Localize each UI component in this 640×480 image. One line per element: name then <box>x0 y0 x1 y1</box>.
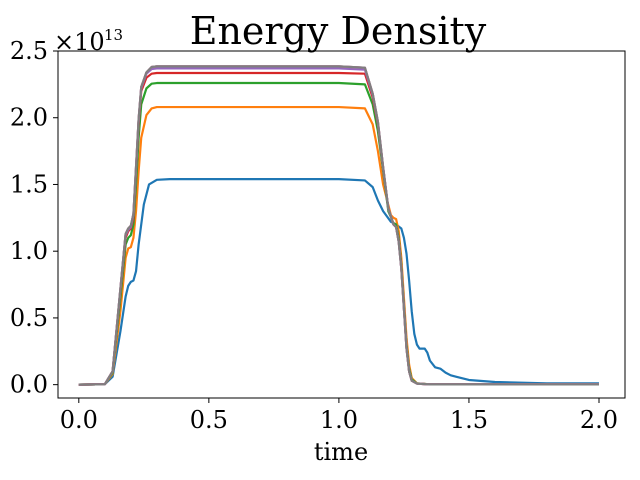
x-tick-label: 1.0 <box>320 406 358 434</box>
series-line-7 <box>78 65 599 386</box>
x-tick-label: 1.5 <box>450 406 488 434</box>
y-tick-label: 1.5 <box>10 170 48 198</box>
x-axis-label: time <box>314 438 368 466</box>
series-line-3 <box>78 81 599 386</box>
y-tick-label: 0.5 <box>10 304 48 332</box>
x-tick-label: 0.0 <box>60 406 98 434</box>
y-offset-base: ×10 <box>54 28 105 56</box>
series-line-2 <box>78 105 599 386</box>
x-axis-ticks: 0.0 0.5 1.0 1.5 2.0 <box>60 398 618 434</box>
chart-title: Energy Density <box>190 9 487 53</box>
x-tick-label: 2.0 <box>580 406 618 434</box>
series-line-6 <box>78 65 599 386</box>
plot-frame <box>57 50 626 399</box>
series-line-8 <box>78 65 599 386</box>
y-tick-label: 1.0 <box>10 237 48 265</box>
series-line-4 <box>78 71 599 386</box>
y-offset-exponent: 13 <box>104 26 123 44</box>
series-line-1 <box>78 178 599 386</box>
series-lines <box>78 65 599 386</box>
y-tick-label: 2.0 <box>10 104 48 132</box>
y-tick-label: 2.5 <box>10 37 48 65</box>
x-tick-label: 0.5 <box>190 406 228 434</box>
series-line-5 <box>78 67 599 386</box>
y-axis-ticks: 0.0 0.5 1.0 1.5 2.0 2.5 <box>10 37 58 399</box>
y-tick-label: 0.0 <box>10 371 48 399</box>
